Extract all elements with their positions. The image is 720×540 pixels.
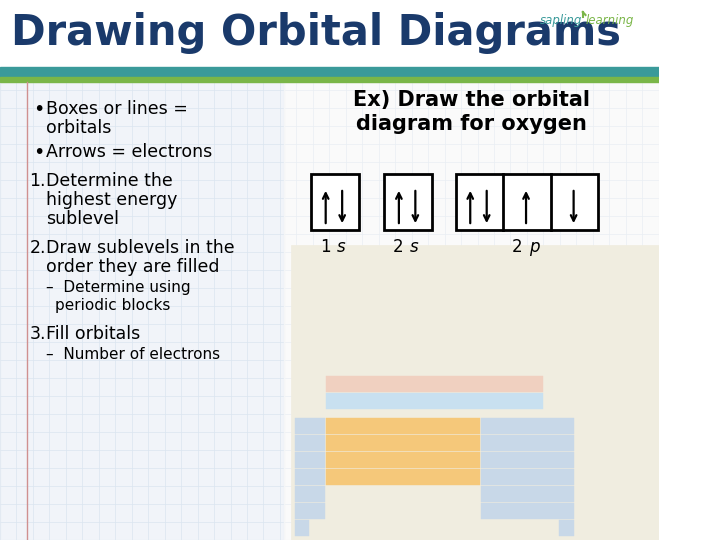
Bar — [294, 469, 325, 485]
Text: 2: 2 — [512, 238, 523, 256]
Bar — [325, 469, 480, 485]
Text: 3.: 3. — [30, 325, 46, 343]
Bar — [456, 174, 598, 230]
Text: 1.: 1. — [30, 172, 46, 190]
Text: –  Number of electrons: – Number of electrons — [46, 347, 220, 362]
Text: –  Determine using: – Determine using — [46, 280, 190, 295]
Bar — [294, 452, 325, 468]
Text: Boxes or lines =: Boxes or lines = — [46, 100, 188, 118]
Text: 2: 2 — [393, 238, 403, 256]
Text: Arrows = electrons: Arrows = electrons — [46, 143, 212, 161]
Bar — [481, 435, 574, 451]
Text: orbitals: orbitals — [46, 119, 111, 137]
Bar — [311, 174, 359, 230]
Text: •: • — [33, 100, 45, 119]
Bar — [559, 520, 574, 536]
Text: 2.: 2. — [30, 239, 46, 257]
Text: s: s — [410, 238, 418, 256]
Text: •: • — [33, 143, 45, 162]
Bar — [481, 452, 574, 468]
Bar — [481, 486, 574, 502]
Text: sublevel: sublevel — [46, 210, 119, 228]
Text: 1: 1 — [320, 238, 330, 256]
Bar — [325, 375, 542, 391]
Text: p: p — [528, 238, 539, 256]
Bar — [0, 77, 659, 82]
Bar — [294, 418, 325, 434]
Bar — [294, 520, 309, 536]
Bar — [0, 67, 659, 77]
Text: highest energy: highest energy — [46, 191, 177, 209]
Bar — [325, 452, 480, 468]
Bar — [294, 435, 325, 451]
Text: order they are filled: order they are filled — [46, 258, 220, 276]
Bar — [384, 174, 432, 230]
Bar — [325, 393, 542, 408]
Text: Determine the: Determine the — [46, 172, 173, 190]
Bar — [291, 245, 659, 540]
Text: Fill orbitals: Fill orbitals — [46, 325, 140, 343]
Bar — [294, 486, 325, 502]
Bar — [0, 82, 284, 540]
Text: Ex) Draw the orbital
diagram for oxygen: Ex) Draw the orbital diagram for oxygen — [353, 90, 590, 134]
Text: s: s — [337, 238, 346, 256]
Bar — [284, 82, 659, 540]
Bar — [481, 503, 574, 519]
Bar — [325, 435, 480, 451]
Text: periodic blocks: periodic blocks — [55, 298, 170, 313]
Bar — [481, 418, 574, 434]
Bar — [325, 418, 480, 434]
Text: learning: learning — [585, 14, 634, 27]
Text: Drawing Orbital Diagrams: Drawing Orbital Diagrams — [11, 12, 621, 54]
Bar — [294, 503, 325, 519]
Text: sapling: sapling — [540, 14, 582, 27]
Text: Draw sublevels in the: Draw sublevels in the — [46, 239, 235, 257]
Bar — [481, 469, 574, 485]
